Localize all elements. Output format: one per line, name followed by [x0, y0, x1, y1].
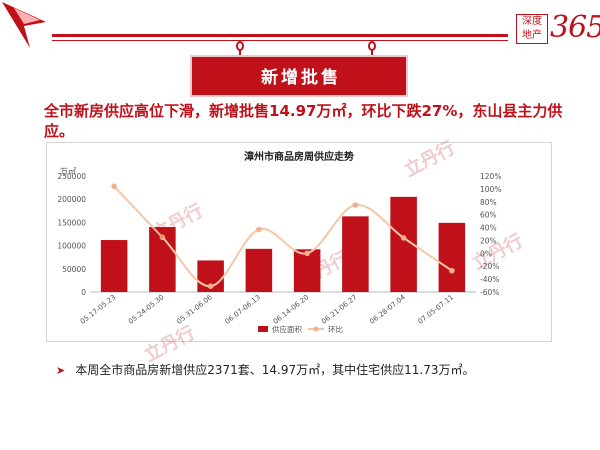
section-title: 新增批售	[261, 68, 341, 88]
bar-supply	[438, 222, 466, 292]
headline: 全市新房供应高位下滑，新增批售14.97万㎡，环比下跌27%，东山县主力供应。	[44, 102, 563, 140]
y-axis-left-unit: 万㎡	[60, 167, 76, 176]
line-mom-series	[113, 185, 453, 288]
bar-supply	[100, 240, 128, 292]
x-tick-label: 05.24-05.30	[127, 293, 166, 326]
y-tick-left: 250000	[57, 172, 86, 181]
point-mom	[159, 234, 166, 241]
bar-supply	[342, 216, 369, 292]
header-rule-thin	[52, 40, 508, 41]
point-mom	[449, 267, 455, 274]
y-tick-right: 120%	[480, 172, 501, 181]
y-tick-right: 0%	[480, 249, 492, 258]
x-tick-label: 06.28-07.04	[368, 293, 407, 326]
summary-text: 本周全市商品房新增供应2371套、14.97万㎡，其中住宅供应11.73万㎡。	[75, 363, 475, 377]
brand-number: 365	[550, 10, 600, 45]
point-mom	[207, 283, 214, 289]
y-tick-left: 200000	[57, 195, 86, 204]
y-tick-right: -20%	[480, 262, 499, 271]
legend-line-label: 环比	[328, 324, 343, 334]
legend-bar-label: 供应面积	[272, 324, 302, 334]
bullet-arrow-icon: ➤	[56, 364, 66, 377]
y-tick-right: 80%	[480, 198, 497, 207]
bar-supply	[293, 249, 321, 292]
y-tick-right: 60%	[480, 211, 497, 220]
header-rule-thick	[52, 34, 508, 37]
brand-logo: 深度 地产 365	[516, 10, 600, 48]
x-tick-label: 06.07-06.13	[224, 293, 263, 326]
x-tick-label: 05.17-05.23	[79, 293, 118, 326]
point-mom	[400, 235, 407, 241]
y-tick-left: 100000	[57, 242, 86, 251]
y-tick-right: -40%	[480, 275, 499, 284]
y-tick-right: 100%	[480, 185, 501, 194]
chart-container: 漳州市商品房周供应走势万㎡ 0 50000 100000 150000 200000 250…	[46, 142, 552, 342]
y-tick-right: 40%	[480, 224, 497, 233]
brand-label-bottom: 地产	[522, 30, 542, 41]
legend-bar-swatch	[258, 326, 268, 332]
summary-bullet: ➤ 本周全市商品房新增供应2371套、14.97万㎡，其中住宅供应11.73万㎡。	[56, 361, 576, 380]
point-mom	[352, 202, 359, 208]
x-tick-label: 06.14-06.20	[272, 293, 311, 326]
legend-line-marker	[313, 326, 319, 332]
chart-title: 漳州市商品房周供应走势	[244, 150, 354, 163]
brand-box: 深度 地产	[516, 14, 548, 44]
y-tick-right: -60%	[480, 288, 499, 297]
point-mom	[304, 250, 310, 257]
y-tick-left: 50000	[62, 265, 86, 274]
chart-frame	[46, 142, 552, 342]
brand-label-top: 深度	[522, 16, 542, 27]
y-tick-right: 20%	[480, 236, 497, 245]
bar-supply	[245, 248, 273, 292]
point-mom	[111, 183, 117, 190]
point-mom	[256, 226, 262, 233]
x-tick-label: 06.21-06.27	[320, 293, 359, 326]
y-tick-left: 150000	[57, 218, 86, 227]
section-banner: 新增批售	[190, 55, 408, 97]
x-tick-label: 07.05-07.11	[417, 293, 456, 326]
y-tick-left: 0	[81, 288, 86, 297]
arrow-logo-icon	[2, 2, 46, 48]
